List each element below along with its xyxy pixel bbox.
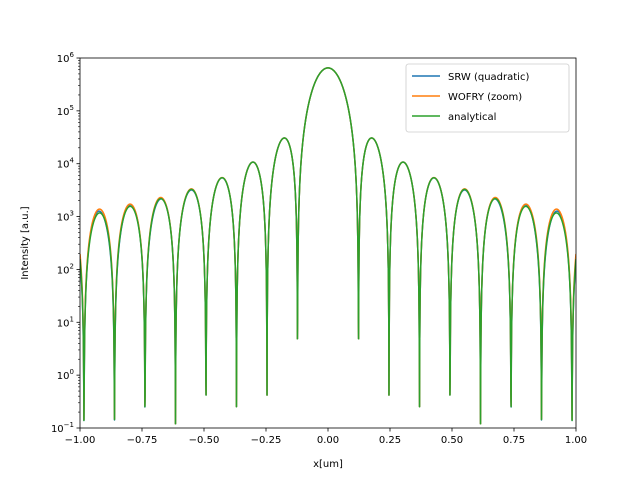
y-tick-label: 104 bbox=[57, 157, 75, 171]
x-tick-label: −1.00 bbox=[65, 435, 96, 446]
y-tick-label: 105 bbox=[57, 104, 74, 118]
legend-label: WOFRY (zoom) bbox=[448, 92, 522, 103]
y-axis-label: Intensity [a.u.] bbox=[20, 206, 31, 279]
legend-label: analytical bbox=[448, 112, 496, 123]
legend: SRW (quadratic) WOFRY (zoom) analytical bbox=[405, 63, 570, 133]
y-tick-label: 103 bbox=[57, 210, 74, 224]
x-tick-label: 0.75 bbox=[503, 435, 525, 446]
y-tick-label: 102 bbox=[57, 262, 74, 276]
y-tick-label: 100 bbox=[57, 368, 74, 382]
x-tick-label: −0.25 bbox=[251, 435, 282, 446]
x-tick-label: −0.75 bbox=[127, 435, 158, 446]
series-layer bbox=[80, 67, 576, 425]
y-tick-label: 101 bbox=[57, 315, 74, 329]
x-tick-label: 0.00 bbox=[317, 435, 339, 446]
x-axis: −1.00 −0.75 −0.50 −0.25 0.00 0.25 0.50 0.75 1.00 bbox=[65, 428, 587, 446]
series-line-analytical bbox=[80, 67, 576, 425]
x-tick-label: −0.50 bbox=[189, 435, 220, 446]
y-axis: 10−1 100 101 102 103 104 105 106 bbox=[51, 51, 80, 435]
x-axis-label: x[um] bbox=[313, 459, 343, 470]
legend-box bbox=[405, 63, 570, 133]
x-tick-label: 0.50 bbox=[441, 435, 463, 446]
x-tick-label: 1.00 bbox=[565, 435, 587, 446]
y-tick-label: 106 bbox=[57, 51, 75, 65]
legend-label: SRW (quadratic) bbox=[448, 72, 529, 83]
y-tick-label: 10−1 bbox=[51, 421, 74, 435]
x-tick-label: 0.25 bbox=[379, 435, 401, 446]
